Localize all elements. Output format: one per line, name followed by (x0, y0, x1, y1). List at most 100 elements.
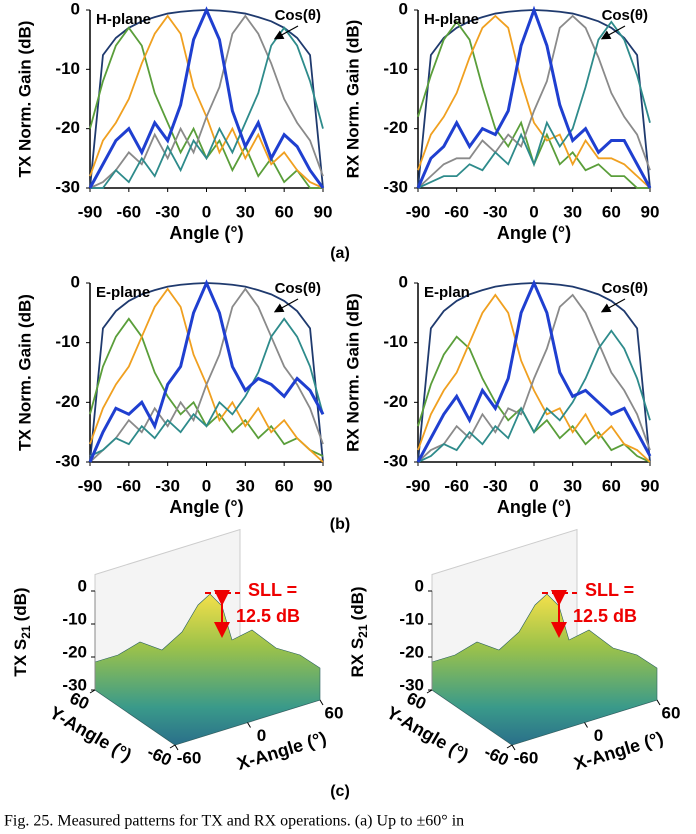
x-tick-label: 0 (594, 726, 603, 745)
envelope-label: Cos(θ) (602, 7, 648, 24)
beam-line (88, 6, 325, 189)
y-tick (506, 744, 513, 749)
x-tick-label: -60 (117, 202, 142, 221)
beam-line (90, 26, 324, 189)
x-axis-label: Angle (°) (169, 223, 243, 243)
z-axis-label-part: (dB) (348, 586, 367, 620)
y-tick (89, 689, 96, 694)
x-tick-label: 90 (314, 202, 333, 221)
beam-line (417, 293, 651, 463)
y-tick-label: -20 (383, 118, 408, 137)
z-tick-label: -30 (62, 675, 87, 694)
y-tick-label: -10 (383, 59, 408, 78)
x-tick-label: -30 (483, 476, 508, 495)
beam-line (89, 14, 324, 189)
x-tick-label: -60 (444, 202, 469, 221)
x-tick-label: -60 (117, 476, 142, 495)
beam-line (416, 279, 652, 463)
y-tick-label: -60 (144, 742, 174, 770)
beam-line (89, 317, 324, 457)
x-axis-label: Angle (°) (497, 223, 571, 243)
beam-line (417, 329, 651, 463)
plane-label: H-plane (96, 11, 151, 28)
x-tick-label: 60 (602, 476, 621, 495)
y-tick-label: -10 (55, 332, 80, 351)
x-tick-label: -90 (78, 476, 103, 495)
x-tick (656, 699, 661, 706)
beam-line (89, 287, 324, 463)
y-axis-label: Y-Angle (°) (383, 702, 472, 765)
y-tick (426, 689, 433, 694)
x-tick-label: 30 (563, 202, 582, 221)
beam-line (89, 14, 324, 189)
z-axis-label: RX S21 (dB) (348, 586, 370, 677)
x-tick-label: 0 (529, 202, 538, 221)
x-tick-label: -60 (514, 748, 539, 767)
y-tick-label: -20 (55, 392, 80, 411)
y-tick-label: -10 (55, 59, 80, 78)
y-axis-label: TX Norm. Gain (dB) (15, 294, 34, 451)
beam-line (417, 14, 651, 189)
x-tick-label: -90 (406, 202, 431, 221)
beam-line (417, 293, 651, 463)
beam-line (89, 9, 324, 189)
y-tick-label: -20 (383, 392, 408, 411)
x-tick-label: 90 (641, 476, 660, 495)
z-tick-label: 0 (78, 576, 87, 595)
y-axis-label: TX Norm. Gain (dB) (15, 21, 34, 178)
panel-label: (c) (330, 783, 350, 800)
y-tick-label: -60 (481, 742, 511, 770)
plane-label: E-plane (96, 284, 150, 301)
y-tick-label: -30 (383, 177, 408, 196)
z-tick-label: 0 (415, 576, 424, 595)
x-tick-label: 0 (257, 726, 266, 745)
x-tick-label: 60 (662, 703, 681, 722)
envelope-label: Cos(θ) (602, 280, 648, 297)
x-tick-label: 60 (275, 202, 294, 221)
y-axis-label: RX Norm. Gain (dB) (343, 293, 362, 452)
x-tick-label: 60 (602, 202, 621, 221)
plane-label: E-plan (424, 284, 470, 301)
sll-label: SLL = (585, 580, 634, 600)
surface (94, 593, 321, 746)
y-tick-label: 0 (71, 272, 80, 291)
sll-value: 12.5 dB (573, 606, 637, 626)
beam-line (416, 5, 652, 189)
x-tick-label: -30 (483, 202, 508, 221)
beam-line (88, 279, 325, 463)
beam-line (417, 282, 651, 463)
y-tick-label: 0 (399, 0, 408, 18)
panel-label: (b) (330, 516, 350, 533)
z-tick-label: -10 (399, 609, 424, 628)
sll-label: SLL = (248, 580, 297, 600)
beam-line (417, 14, 651, 189)
y-tick-label: 0 (399, 272, 408, 291)
x-tick-label: 60 (275, 476, 294, 495)
y-tick-label: -30 (55, 451, 80, 470)
plane-label: H-plane (424, 11, 479, 28)
sll-value: 12.5 dB (236, 606, 300, 626)
y-axis-label: Y-Angle (°) (46, 702, 135, 765)
x-axis-label: X-Angle (°) (235, 728, 329, 774)
z-tick-label: -30 (399, 675, 424, 694)
beam-line (89, 287, 324, 463)
x-tick (247, 722, 251, 728)
z-axis-label: TX S21 (dB) (11, 587, 33, 676)
x-tick (511, 744, 516, 751)
x-tick-label: -90 (406, 476, 431, 495)
x-tick (584, 722, 588, 728)
x-axis-label: X-Angle (°) (572, 728, 666, 774)
beam-line (89, 317, 324, 457)
x-axis-label: Angle (°) (497, 497, 571, 517)
envelope-label: Cos(θ) (275, 280, 321, 297)
x-tick-label: -30 (155, 476, 180, 495)
y-tick-label: -30 (383, 451, 408, 470)
caption: Fig. 25. Measured patterns for TX and RX… (4, 813, 464, 830)
x-tick-label: 0 (202, 202, 211, 221)
beam-line (417, 20, 651, 189)
y-tick-label: -10 (383, 332, 408, 351)
z-axis-label-part: 21 (19, 625, 33, 639)
y-tick (169, 744, 176, 749)
x-tick-label: 90 (314, 476, 333, 495)
